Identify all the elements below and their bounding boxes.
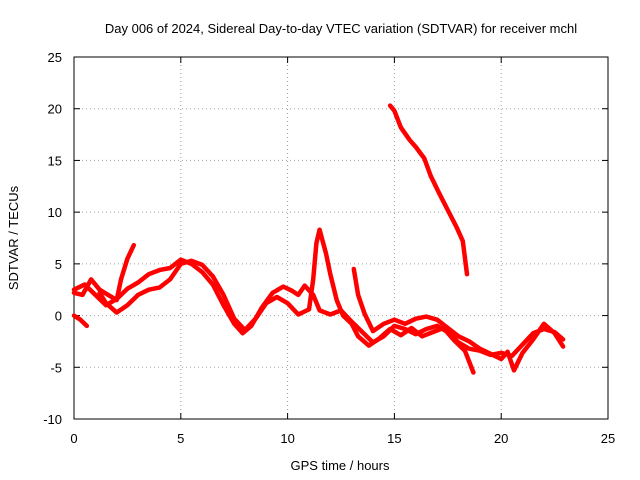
x-tick-label: 15 [387,431,401,446]
axis-ticks: 0 5 10 15 20 25 -10 -5 0 5 10 15 20 25 [43,50,615,446]
y-tick-label: 5 [55,257,62,272]
series-line-track-6 [387,103,470,277]
y-tick-label: 25 [48,50,62,65]
y-tick-label: 15 [48,153,62,168]
series-line-track-3 [71,242,137,303]
x-axis-label: GPS time / hours [291,458,390,473]
series-line-track-5 [351,266,566,373]
grid [74,57,608,419]
series-line-track-2 [71,257,566,359]
series-line-track-1 [71,313,90,329]
series-line-track-4 [97,227,476,375]
y-tick-label: -5 [50,360,62,375]
series-group [71,103,566,375]
x-tick-label: 0 [70,431,77,446]
x-tick-label: 20 [494,431,508,446]
y-tick-label: -10 [43,412,62,427]
plot-frame [73,56,609,420]
y-axis-label: SDTVAR / TECUs [6,185,21,290]
x-tick-label: 10 [280,431,294,446]
y-tick-label: 20 [48,102,62,117]
x-tick-label: 5 [177,431,184,446]
y-tick-label: 0 [55,309,62,324]
x-tick-label: 25 [601,431,615,446]
chart-title: Day 006 of 2024, Sidereal Day-to-day VTE… [105,21,577,36]
y-tick-label: 10 [48,205,62,220]
